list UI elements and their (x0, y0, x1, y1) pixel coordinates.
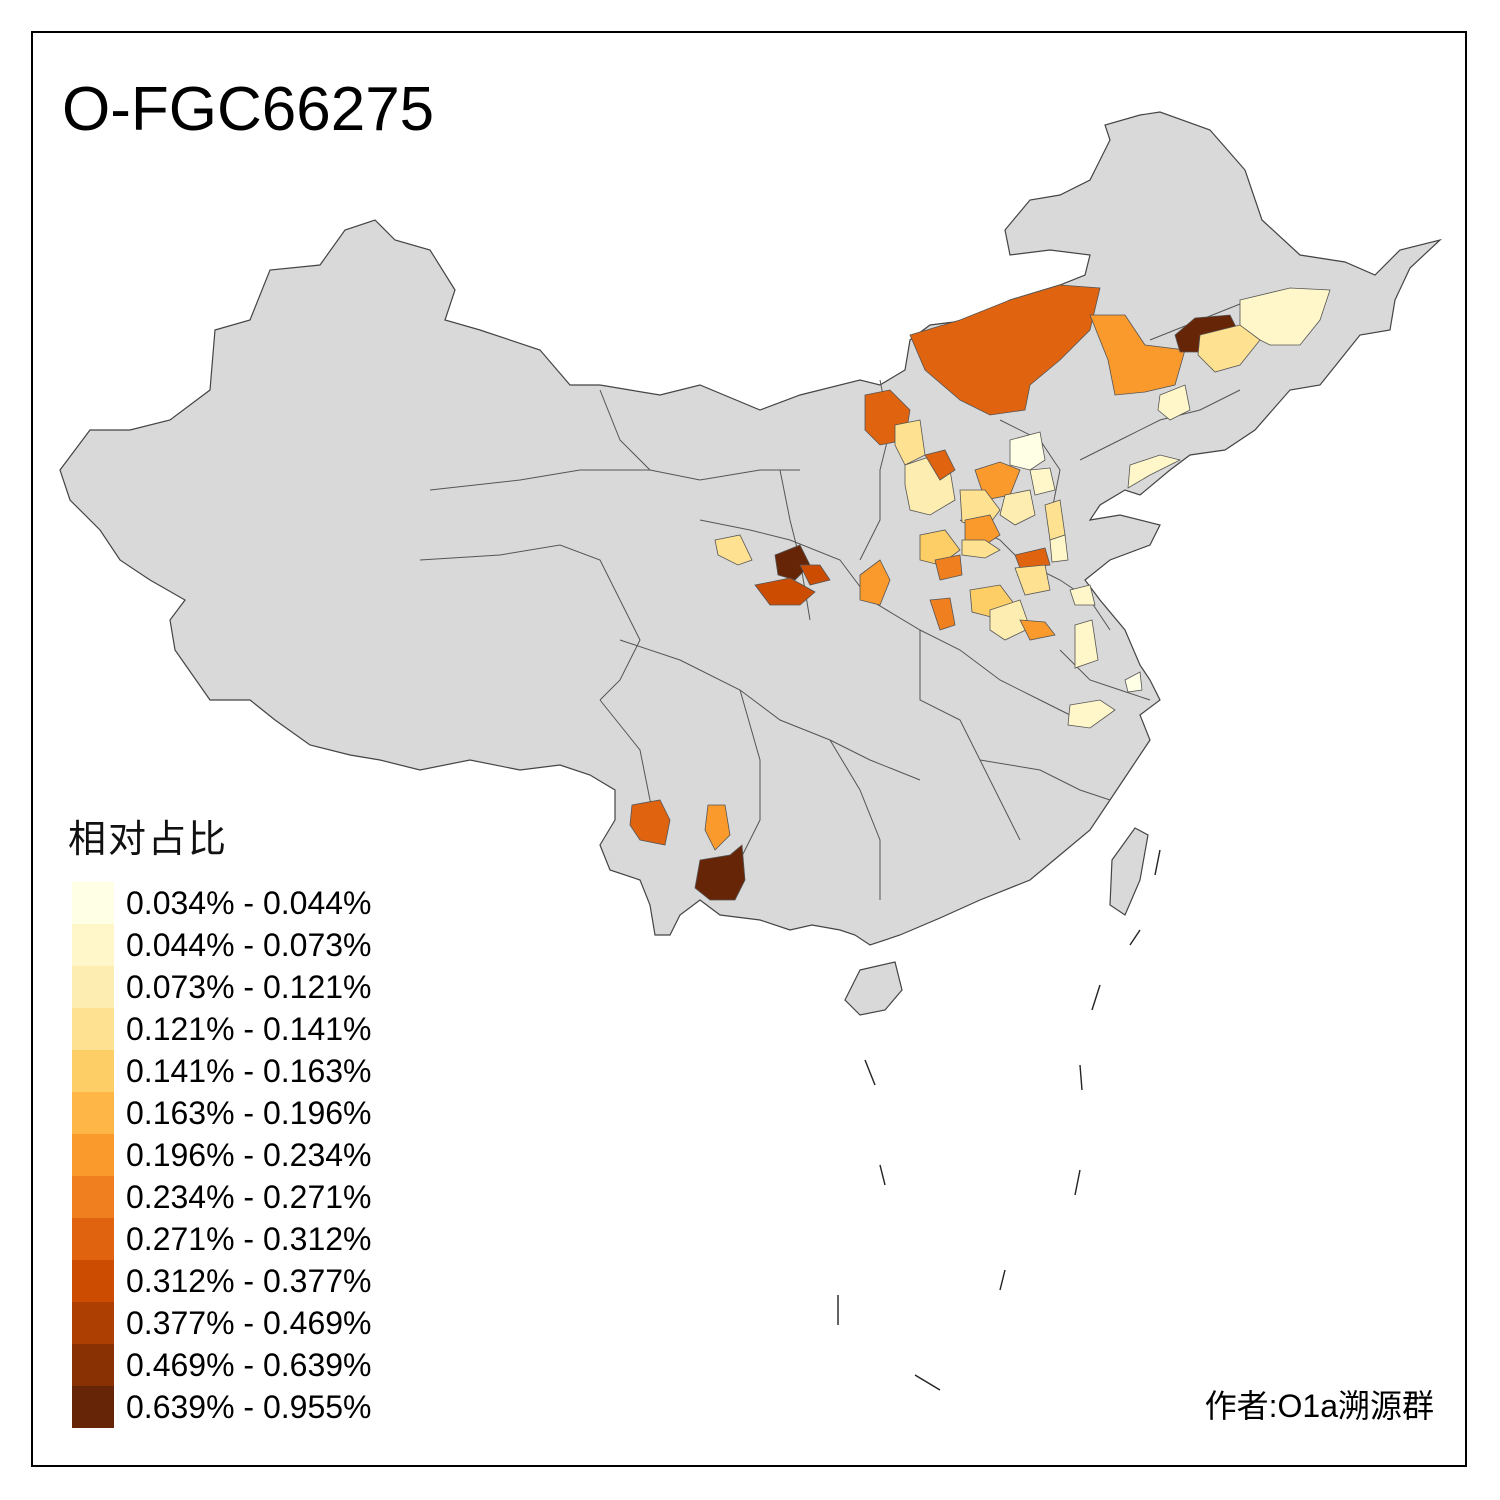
legend-label: 0.034% - 0.044% (126, 885, 372, 921)
legend-item: 0.141% - 0.163% (72, 1050, 372, 1092)
region-shanxi-mid (924, 449, 956, 481)
legend-label: 0.639% - 0.955% (126, 1389, 372, 1425)
legend-item: 0.469% - 0.639% (72, 1344, 372, 1386)
region-zhengzhou (989, 599, 1031, 641)
region-jilin-south (1157, 384, 1191, 421)
legend-item: 0.196% - 0.234% (72, 1134, 372, 1176)
legend-swatch (72, 1008, 114, 1050)
legend-swatch (72, 1092, 114, 1134)
legend-item: 0.234% - 0.271% (72, 1176, 372, 1218)
legend-item: 0.312% - 0.377% (72, 1260, 372, 1302)
region-henan-north (1014, 564, 1051, 596)
legend-title: 相对占比 (68, 819, 229, 861)
legend-item: 0.377% - 0.469% (72, 1302, 372, 1344)
legend-item: 0.034% - 0.044% (72, 882, 372, 924)
legend-item: 0.121% - 0.141% (72, 1008, 372, 1050)
legend-swatch (72, 1176, 114, 1218)
region-dali (704, 804, 731, 851)
region-handan (961, 539, 1001, 559)
legend-label: 0.196% - 0.234% (126, 1137, 372, 1173)
region-baoshan (629, 799, 671, 846)
region-hebei-south (999, 489, 1036, 526)
legend-item: 0.639% - 0.955% (72, 1386, 372, 1428)
region-ordos (894, 419, 926, 466)
region-shijiazhuang (964, 514, 1001, 546)
legend-label: 0.377% - 0.469% (126, 1305, 372, 1341)
region-luoyang (929, 597, 956, 631)
region-xuzhou (1069, 584, 1096, 606)
region-beijing (1009, 431, 1046, 471)
region-anhui-north (1074, 619, 1099, 669)
map-frame (31, 31, 1467, 1467)
china-landmass (59, 111, 1443, 946)
legend-swatch (72, 1260, 114, 1302)
legend-swatch (72, 1302, 114, 1344)
legend-swatch (72, 1344, 114, 1386)
region-yuncheng (859, 559, 891, 606)
region-xingan (1089, 314, 1186, 396)
region-yancheng (1124, 671, 1143, 693)
legend-swatch (72, 1050, 114, 1092)
region-jinzhong (934, 554, 963, 581)
map-title: O-FGC66275 (62, 75, 435, 144)
region-puyang (1014, 547, 1051, 569)
region-tianjin (1029, 467, 1056, 496)
legend-item: 0.073% - 0.121% (72, 966, 372, 1008)
legend-item: 0.044% - 0.073% (72, 924, 372, 966)
taiwan-island (1109, 827, 1149, 916)
legend-swatch (72, 966, 114, 1008)
legend-swatch (72, 924, 114, 966)
region-jilin (1197, 324, 1261, 373)
region-kaifeng (1019, 619, 1056, 641)
region-liaoning (1127, 454, 1182, 489)
region-dingxi (714, 534, 753, 566)
legend-swatch (72, 1386, 114, 1428)
legend-label: 0.044% - 0.073% (126, 927, 372, 963)
region-pingliang (799, 564, 831, 586)
region-hefei (1067, 699, 1116, 729)
legend-item: 0.271% - 0.312% (72, 1218, 372, 1260)
region-guyuan (774, 544, 811, 581)
legend-label: 0.163% - 0.196% (126, 1095, 372, 1131)
region-tianshui (754, 577, 816, 606)
region-puer (694, 844, 746, 901)
legend-label: 0.141% - 0.163% (126, 1053, 372, 1089)
south-sea-islands (837, 849, 1161, 1391)
shaded-regions (629, 284, 1331, 901)
legend: 0.034% - 0.044% 0.044% - 0.073% 0.073% -… (72, 882, 372, 1428)
legend-label: 0.271% - 0.312% (126, 1221, 372, 1257)
region-hulunbuir (909, 284, 1101, 416)
legend-label: 0.469% - 0.639% (126, 1347, 372, 1383)
legend-swatch (72, 1134, 114, 1176)
legend-item: 0.163% - 0.196% (72, 1092, 372, 1134)
legend-swatch (72, 1218, 114, 1260)
legend-label: 0.234% - 0.271% (126, 1179, 372, 1215)
legend-swatch (72, 882, 114, 924)
author-credit: 作者:O1a溯源群 (1204, 1388, 1434, 1424)
region-shandong-north (1049, 534, 1069, 563)
legend-label: 0.073% - 0.121% (126, 969, 372, 1005)
legend-label: 0.312% - 0.377% (126, 1263, 372, 1299)
hainan-island (844, 961, 903, 1016)
legend-label: 0.121% - 0.141% (126, 1011, 372, 1047)
